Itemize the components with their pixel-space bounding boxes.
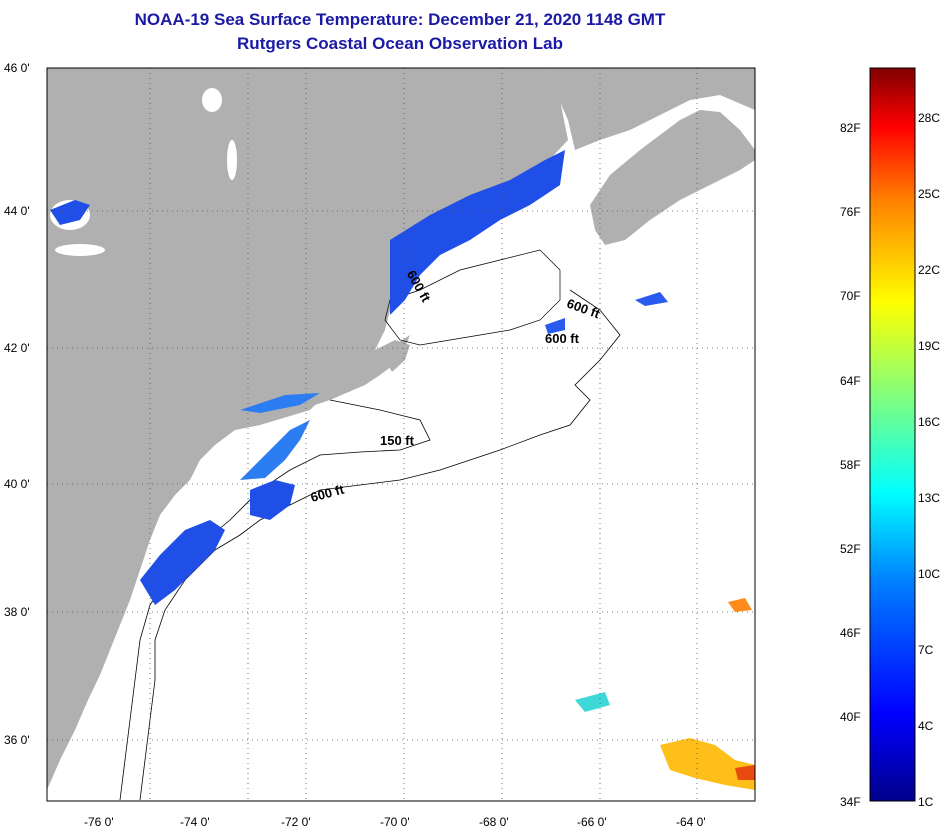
- contour-gulf-maine: [384, 249, 561, 346]
- lon-label: -68 0': [479, 815, 509, 829]
- lake: [202, 88, 222, 112]
- contour-150ft: [119, 399, 431, 801]
- cb-label-f: 82F: [840, 121, 861, 135]
- colorbar: [869, 67, 916, 802]
- cb-label-c: 10C: [918, 567, 940, 581]
- cb-label-c: 13C: [918, 491, 940, 505]
- grid: [47, 68, 755, 801]
- sst-patch-shelf: [250, 480, 295, 520]
- sst-patch-offshore: [635, 292, 668, 306]
- cb-label-c: 22C: [918, 263, 940, 277]
- contour-label: 150 ft: [380, 433, 415, 448]
- sst-patch-warm-south: [660, 738, 755, 790]
- sst-patch-ny-bight: [240, 420, 310, 480]
- lat-label: 38 0': [4, 605, 30, 619]
- lon-axis: -76 0' -74 0' -72 0' -70 0' -68 0' -66 0…: [84, 815, 706, 829]
- lon-label: -70 0': [380, 815, 410, 829]
- lat-label: 42 0': [4, 341, 30, 355]
- contour-600ft: [139, 289, 621, 801]
- sst-patch-georges: [545, 318, 565, 334]
- lon-label: -72 0': [281, 815, 311, 829]
- colorbar-c-labels: 28C 25C 22C 19C 16C 13C 10C 7C 4C 1C: [918, 111, 940, 809]
- map-title: NOAA-19 Sea Surface Temperature: Decembe…: [134, 10, 666, 29]
- cb-label-f: 46F: [840, 626, 861, 640]
- cb-label-f: 34F: [840, 795, 861, 809]
- cb-label-c: 28C: [918, 111, 940, 125]
- cb-label-f: 58F: [840, 458, 861, 472]
- lake: [55, 244, 105, 256]
- lat-label: 46 0': [4, 61, 30, 75]
- land-new-brunswick: [545, 68, 755, 150]
- sst-patch-nj: [140, 520, 225, 605]
- cb-label-c: 25C: [918, 187, 940, 201]
- land-cape-cod: [375, 340, 410, 372]
- land-us-coast: [47, 68, 568, 790]
- cb-label-f: 52F: [840, 542, 861, 556]
- lake: [227, 140, 237, 180]
- cb-label-c: 1C: [918, 795, 934, 809]
- sst-patch-warm-east: [728, 598, 752, 612]
- cb-label-f: 40F: [840, 710, 861, 724]
- lat-label: 44 0': [4, 204, 30, 218]
- contour-label: 600 ft: [545, 331, 580, 346]
- cb-label-c: 7C: [918, 643, 934, 657]
- cb-label-f: 64F: [840, 374, 861, 388]
- lon-label: -66 0': [577, 815, 607, 829]
- map-border: [46, 67, 756, 802]
- sst-patch-canada: [50, 200, 90, 225]
- lat-label: 36 0': [4, 733, 30, 747]
- land-long-island: [235, 395, 325, 430]
- colorbar-f-labels: 82F 76F 70F 64F 58F 52F 46F 40F 34F: [840, 121, 861, 809]
- map-subtitle: Rutgers Coastal Ocean Observation Lab: [237, 34, 563, 53]
- cb-label-f: 76F: [840, 205, 861, 219]
- sst-patch-maine: [390, 150, 565, 315]
- lon-label: -76 0': [84, 815, 114, 829]
- lon-label: -64 0': [676, 815, 706, 829]
- lon-label: -74 0': [180, 815, 210, 829]
- sst-patch-li-sound: [240, 393, 320, 413]
- lat-label: 40 0': [4, 477, 30, 491]
- cb-label-c: 19C: [918, 339, 940, 353]
- sst-patch-warm-red: [735, 765, 755, 780]
- lat-axis: 46 0' 44 0' 42 0' 40 0' 38 0' 36 0': [4, 61, 30, 747]
- cb-label-c: 16C: [918, 415, 940, 429]
- land-nova-scotia: [590, 110, 755, 245]
- cb-label-c: 4C: [918, 719, 934, 733]
- sst-patch-cyan: [575, 692, 610, 712]
- cb-label-f: 70F: [840, 289, 861, 303]
